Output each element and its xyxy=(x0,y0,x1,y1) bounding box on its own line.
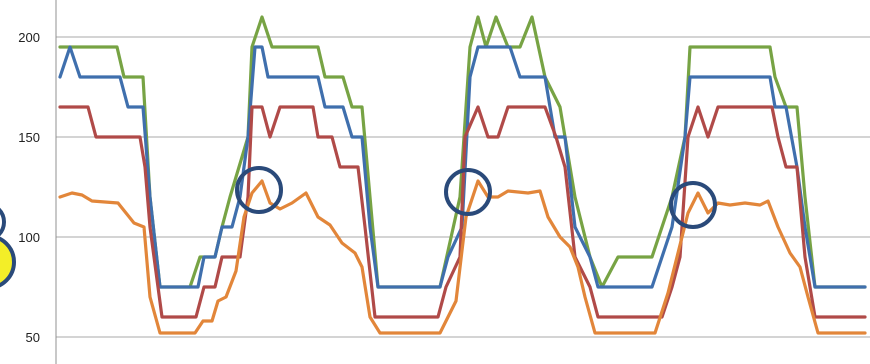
highlight-circle-3 xyxy=(669,181,717,229)
y-tick-label-200: 200 xyxy=(18,30,40,45)
y-tick-label-100: 100 xyxy=(18,230,40,245)
highlight-marks xyxy=(0,166,717,288)
yellow-callout-dot xyxy=(0,236,16,288)
y-tick-labels: 50 100 150 200 xyxy=(18,30,40,345)
series-blue-line xyxy=(58,45,867,289)
series-red-line xyxy=(58,105,867,319)
edge-callout-ring xyxy=(0,207,6,237)
series-lines xyxy=(58,15,867,335)
y-tick-label-50: 50 xyxy=(26,330,40,345)
highlight-circle-2 xyxy=(444,168,492,216)
y-tick-label-150: 150 xyxy=(18,130,40,145)
highlight-circle-1 xyxy=(235,166,283,214)
